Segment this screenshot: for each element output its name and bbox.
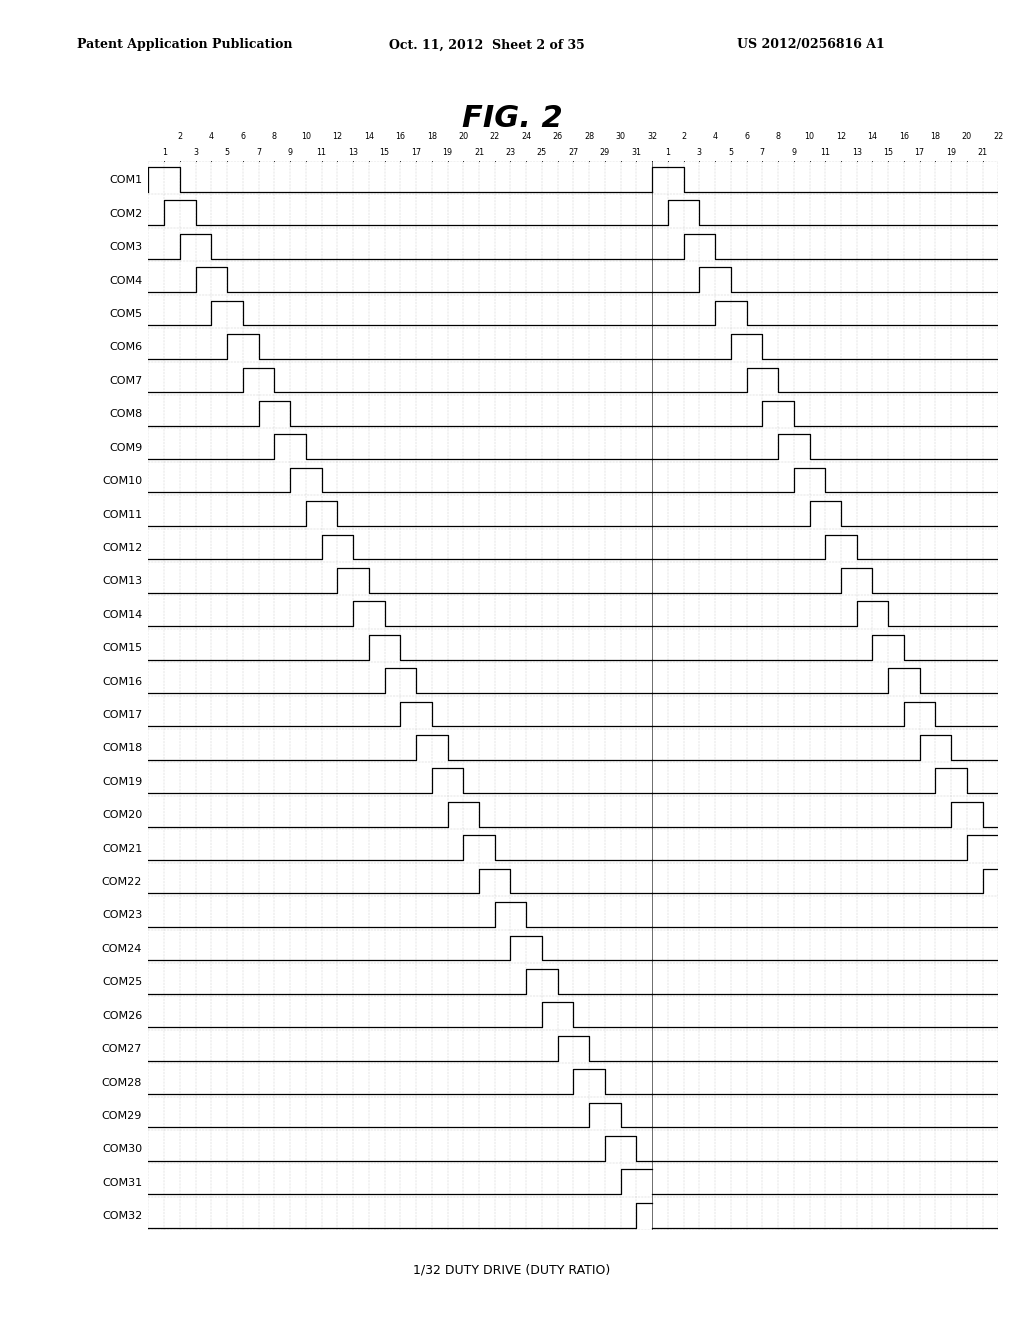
Text: COM24: COM24 <box>101 944 142 954</box>
Text: 16: 16 <box>899 132 909 141</box>
Text: COM12: COM12 <box>102 543 142 553</box>
Text: 12: 12 <box>333 132 342 141</box>
Text: 14: 14 <box>867 132 878 141</box>
Text: 5: 5 <box>728 148 733 157</box>
Text: 15: 15 <box>380 148 389 157</box>
Text: COM25: COM25 <box>102 977 142 987</box>
Text: 1: 1 <box>666 148 671 157</box>
Text: COM29: COM29 <box>101 1111 142 1121</box>
Text: 3: 3 <box>194 148 199 157</box>
Text: COM23: COM23 <box>102 911 142 920</box>
Text: 6: 6 <box>744 132 750 141</box>
Text: 5: 5 <box>224 148 229 157</box>
Text: 22: 22 <box>489 132 500 141</box>
Text: 19: 19 <box>946 148 956 157</box>
Text: 32: 32 <box>647 132 657 141</box>
Text: COM10: COM10 <box>102 477 142 486</box>
Text: 4: 4 <box>209 132 214 141</box>
Text: COM13: COM13 <box>102 577 142 586</box>
Text: COM14: COM14 <box>102 610 142 620</box>
Text: 9: 9 <box>288 148 293 157</box>
Text: 12: 12 <box>836 132 846 141</box>
Text: COM27: COM27 <box>101 1044 142 1055</box>
Text: 17: 17 <box>411 148 421 157</box>
Text: COM22: COM22 <box>101 876 142 887</box>
Text: 17: 17 <box>914 148 925 157</box>
Text: 21: 21 <box>474 148 484 157</box>
Text: 8: 8 <box>775 132 780 141</box>
Text: COM4: COM4 <box>109 276 142 285</box>
Text: 2: 2 <box>681 132 686 141</box>
Text: COM9: COM9 <box>109 442 142 453</box>
Text: COM11: COM11 <box>102 510 142 520</box>
Text: COM16: COM16 <box>102 677 142 686</box>
Text: COM19: COM19 <box>102 777 142 787</box>
Text: 25: 25 <box>537 148 547 157</box>
Text: 19: 19 <box>442 148 453 157</box>
Text: 29: 29 <box>600 148 610 157</box>
Text: 20: 20 <box>962 132 972 141</box>
Text: 10: 10 <box>301 132 311 141</box>
Text: COM30: COM30 <box>102 1144 142 1155</box>
Text: 3: 3 <box>697 148 701 157</box>
Text: 9: 9 <box>792 148 797 157</box>
Text: 4: 4 <box>713 132 718 141</box>
Text: 14: 14 <box>364 132 374 141</box>
Text: COM26: COM26 <box>102 1011 142 1020</box>
Text: 2: 2 <box>177 132 182 141</box>
Text: 24: 24 <box>521 132 531 141</box>
Text: 11: 11 <box>316 148 327 157</box>
Text: 6: 6 <box>241 132 246 141</box>
Text: COM7: COM7 <box>109 376 142 385</box>
Text: FIG. 2: FIG. 2 <box>462 104 562 133</box>
Text: 30: 30 <box>615 132 626 141</box>
Text: COM2: COM2 <box>109 209 142 219</box>
Text: 18: 18 <box>931 132 940 141</box>
Text: 7: 7 <box>256 148 261 157</box>
Text: COM17: COM17 <box>102 710 142 719</box>
Text: 28: 28 <box>584 132 594 141</box>
Text: 13: 13 <box>852 148 862 157</box>
Text: 23: 23 <box>506 148 515 157</box>
Text: COM8: COM8 <box>109 409 142 420</box>
Text: 11: 11 <box>820 148 830 157</box>
Text: 21: 21 <box>978 148 988 157</box>
Text: 16: 16 <box>395 132 406 141</box>
Text: COM5: COM5 <box>110 309 142 319</box>
Text: 1: 1 <box>162 148 167 157</box>
Text: COM28: COM28 <box>101 1077 142 1088</box>
Text: COM18: COM18 <box>102 743 142 754</box>
Text: COM21: COM21 <box>102 843 142 854</box>
Text: COM15: COM15 <box>102 643 142 653</box>
Text: 15: 15 <box>883 148 893 157</box>
Text: 10: 10 <box>805 132 814 141</box>
Text: 7: 7 <box>760 148 765 157</box>
Text: 26: 26 <box>553 132 563 141</box>
Text: COM32: COM32 <box>102 1212 142 1221</box>
Text: COM31: COM31 <box>102 1177 142 1188</box>
Text: COM3: COM3 <box>110 243 142 252</box>
Text: COM20: COM20 <box>102 810 142 820</box>
Text: Oct. 11, 2012  Sheet 2 of 35: Oct. 11, 2012 Sheet 2 of 35 <box>389 38 585 51</box>
Text: Patent Application Publication: Patent Application Publication <box>77 38 292 51</box>
Text: US 2012/0256816 A1: US 2012/0256816 A1 <box>737 38 885 51</box>
Text: 8: 8 <box>272 132 276 141</box>
Text: 31: 31 <box>632 148 641 157</box>
Text: COM6: COM6 <box>110 342 142 352</box>
Text: 13: 13 <box>348 148 358 157</box>
Text: COM1: COM1 <box>110 176 142 185</box>
Text: 27: 27 <box>568 148 579 157</box>
Text: 20: 20 <box>458 132 468 141</box>
Text: 22: 22 <box>993 132 1004 141</box>
Text: 1/32 DUTY DRIVE (DUTY RATIO): 1/32 DUTY DRIVE (DUTY RATIO) <box>414 1263 610 1276</box>
Text: 18: 18 <box>427 132 437 141</box>
